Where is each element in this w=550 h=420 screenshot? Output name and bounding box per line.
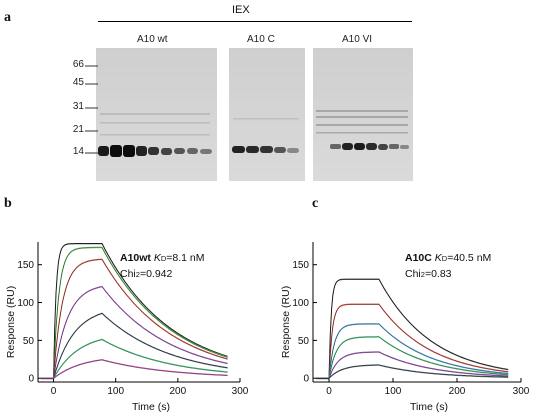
mw-marker-21: 21 xyxy=(72,124,84,135)
kd-annotation: A10wt KD=8.1 nM xyxy=(120,252,205,264)
fit-series xyxy=(41,243,228,380)
sensorgram-series xyxy=(41,243,228,379)
x-tick-label: 200 xyxy=(449,386,466,397)
panel-c-letter: c xyxy=(312,196,319,211)
sensorgram-series xyxy=(41,312,228,379)
chi-label: Chi xyxy=(405,268,421,280)
chart-c: 0 50 100 150 0 100 200 300 Time (s) Response (RU)… xyxy=(280,242,530,413)
fit-series xyxy=(316,365,509,380)
y-tick-label: 100 xyxy=(292,298,309,309)
lane-label-a10vi: A10 VI xyxy=(342,34,373,45)
mw-marker-45: 45 xyxy=(72,77,84,88)
kd-value: =40.5 nM xyxy=(447,252,491,264)
fit-series xyxy=(41,313,228,380)
fit-series xyxy=(41,286,228,380)
kd-symbol: K xyxy=(435,252,443,264)
gel-a10vi xyxy=(313,48,413,181)
mw-marker-66: 66 xyxy=(72,59,84,70)
sensorgram-series xyxy=(316,323,509,379)
sensorgram-series xyxy=(41,359,228,379)
y-axis-label: Response (RU) xyxy=(280,286,292,358)
bands-a10wt xyxy=(98,145,212,157)
y-tick-label: 0 xyxy=(28,374,34,385)
chi-subscript: 2 xyxy=(136,270,140,279)
mw-marker-31: 31 xyxy=(72,101,84,112)
y-tick-label: 150 xyxy=(17,260,34,271)
x-tick-label: 0 xyxy=(326,386,332,397)
kd-subscript: D xyxy=(442,254,448,263)
lane-label-a10c: A10 C xyxy=(247,34,275,45)
lane-label-a10wt: A10 wt xyxy=(137,34,168,45)
sensorgram-series xyxy=(316,303,509,379)
y-axis-label: Response (RU) xyxy=(5,286,17,358)
construct-name: A10wt xyxy=(120,252,154,264)
fit-series xyxy=(41,259,228,380)
y-tick-label: 50 xyxy=(298,336,310,347)
fit-series xyxy=(316,279,509,380)
iex-bracket-line xyxy=(98,21,412,22)
x-tick-label: 300 xyxy=(513,386,530,397)
sensorgram-series xyxy=(316,278,509,379)
iex-header: IEX xyxy=(232,4,250,16)
x-axis-label: Time (s) xyxy=(410,401,448,413)
sensorgram-series xyxy=(316,364,509,379)
sensorgram-series xyxy=(41,338,228,379)
sensorgram-series xyxy=(41,285,228,379)
chi-value: =0.83 xyxy=(425,268,452,280)
bands-a10vi xyxy=(316,110,409,150)
chi2-annotation: Chi2=0.942 xyxy=(120,268,173,280)
x-tick-label: 0 xyxy=(51,386,57,397)
fit-series xyxy=(41,359,228,380)
sensorgram-series xyxy=(41,246,228,379)
fit-series xyxy=(316,324,509,380)
gel-a10c xyxy=(229,48,305,181)
fit-series xyxy=(41,339,228,380)
panel-a-letter: a xyxy=(4,10,11,25)
chi-value: =0.942 xyxy=(140,268,173,280)
kd-subscript: D xyxy=(161,254,167,263)
chi2-annotation: Chi2=0.83 xyxy=(405,268,452,280)
construct-name: A10C xyxy=(405,252,435,264)
x-tick-label: 100 xyxy=(107,386,124,397)
y-tick-label: 50 xyxy=(23,336,35,347)
x-tick-label: 100 xyxy=(385,386,402,397)
mw-ticks xyxy=(85,65,98,154)
x-tick-label: 200 xyxy=(170,386,187,397)
y-tick-label: 100 xyxy=(17,298,34,309)
y-tick-label: 150 xyxy=(292,260,309,271)
chi-subscript: 2 xyxy=(421,270,425,279)
y-tick-label: 0 xyxy=(303,374,309,385)
x-axis-label: Time (s) xyxy=(132,401,170,413)
fit-series xyxy=(316,304,509,380)
fit-series xyxy=(316,336,509,380)
bands-a10c xyxy=(232,118,299,153)
kd-value: =8.1 nM xyxy=(166,252,204,264)
chi-label: Chi xyxy=(120,268,136,280)
kd-annotation: A10C KD=40.5 nM xyxy=(405,252,491,264)
kd-symbol: K xyxy=(154,252,162,264)
sensorgram-series xyxy=(316,351,509,379)
sensorgram-series xyxy=(316,336,509,379)
sensorgram-series xyxy=(41,258,228,379)
chart-b: 0 50 100 150 0 100 200 300 Time (s) Response (RU)… xyxy=(5,242,249,413)
x-tick-label: 300 xyxy=(232,386,249,397)
panel-b-letter: b xyxy=(4,196,12,211)
fit-series xyxy=(316,352,509,380)
mw-marker-14: 14 xyxy=(72,146,84,157)
gel-image xyxy=(85,48,413,181)
fit-series xyxy=(41,247,228,380)
